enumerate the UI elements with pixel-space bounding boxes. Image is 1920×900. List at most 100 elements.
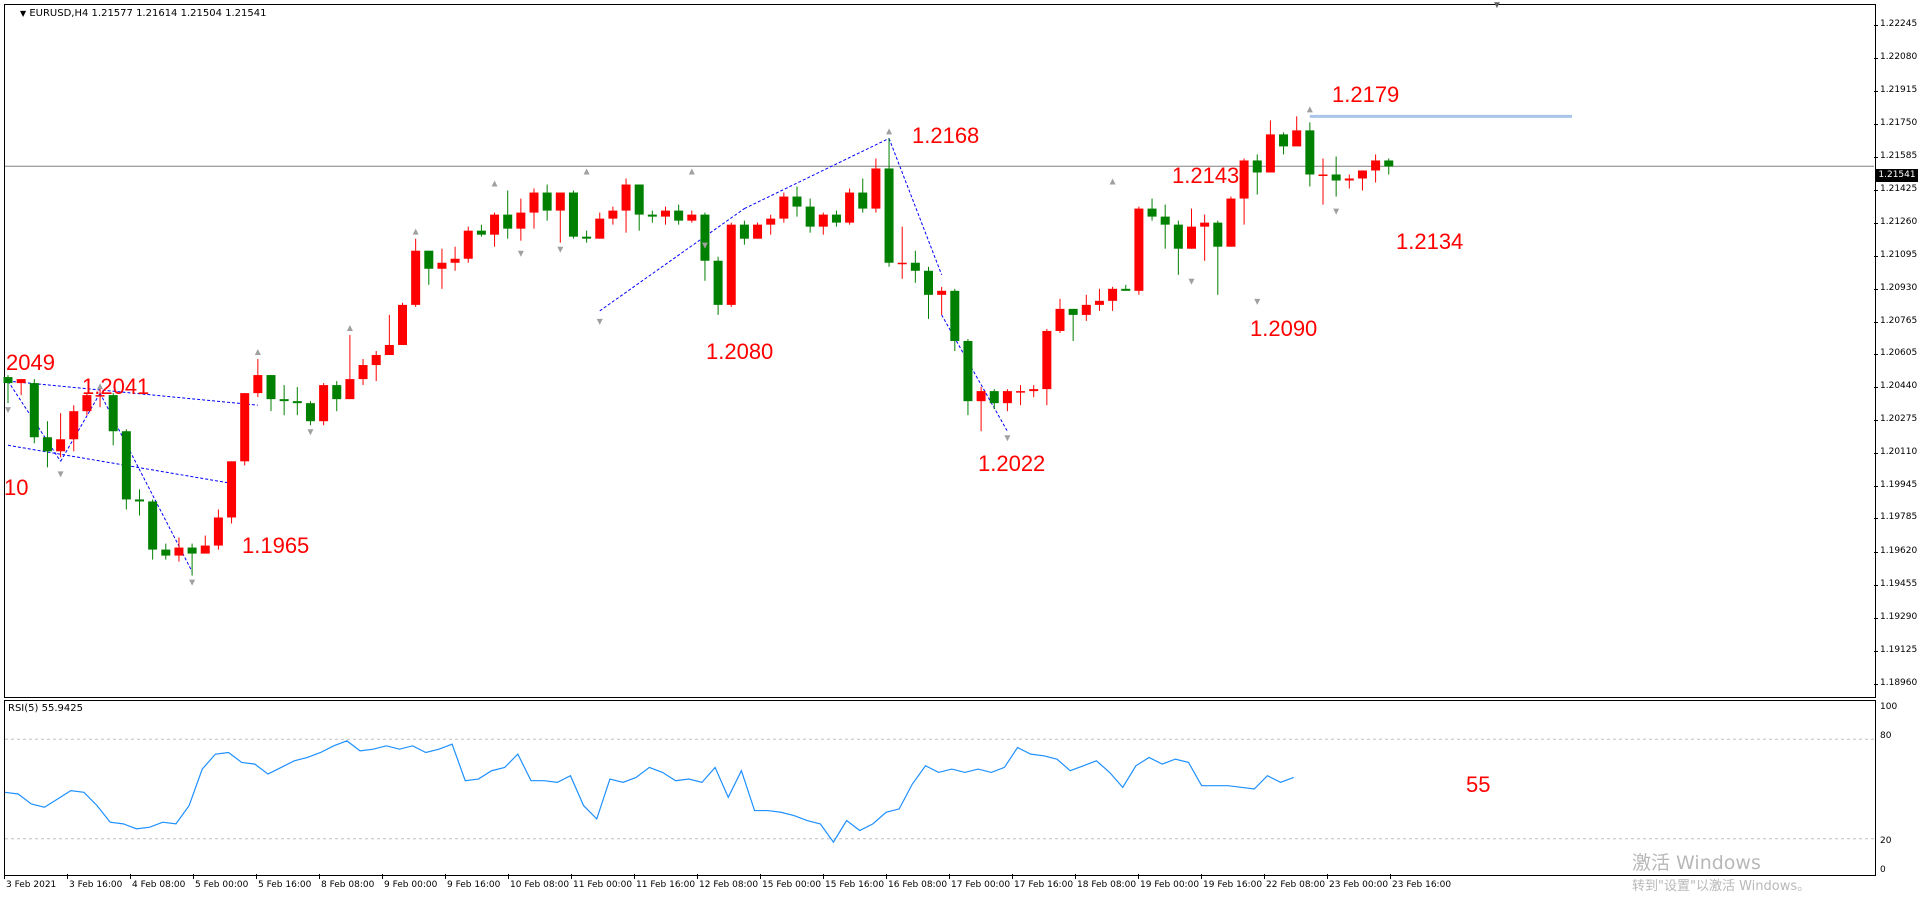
price-axis-tick: [1874, 288, 1878, 290]
candle-body: [647, 214, 657, 217]
price-axis-tick: [1874, 486, 1878, 488]
fractal-down-arrow: [1004, 435, 1011, 442]
price-axis-label: 1.21095: [1880, 249, 1918, 260]
candle-body: [1160, 216, 1170, 225]
windows-activation-title: 激活 Windows: [1632, 852, 1761, 874]
time-axis-tick: [193, 874, 194, 879]
time-axis-label: 11 Feb 00:00: [573, 880, 633, 890]
candle-body: [398, 304, 407, 345]
time-axis-label: 11 Feb 16:00: [636, 880, 696, 890]
swing-label-2168: 1.2168: [912, 123, 980, 148]
candle-body: [910, 262, 920, 271]
rsi-axis-100: 100: [1880, 702, 1898, 712]
price-axis-label: 1.20765: [1880, 315, 1918, 326]
fractal-up-arrow: [412, 228, 419, 235]
candle-body: [345, 379, 355, 400]
price-axis-tick: [1874, 453, 1878, 455]
candle-body: [858, 192, 868, 209]
rsi-axis-0: 0: [1880, 865, 1886, 875]
candle-body: [582, 236, 592, 239]
candle-body: [227, 461, 237, 518]
candle-body: [174, 547, 184, 556]
fractal-down-arrow: [1254, 298, 1261, 305]
price-axis-tick: [1874, 354, 1878, 355]
time-axis-tick: [1012, 874, 1013, 879]
candle-body: [200, 545, 210, 554]
rsi-lines: [4, 740, 1294, 844]
candle-body: [187, 547, 197, 554]
candle-body: [42, 437, 52, 452]
time-axis-tick: [508, 874, 509, 879]
candle-body: [437, 262, 447, 269]
swing-label-1965: 1.1965: [242, 533, 310, 558]
candle-body: [371, 355, 381, 366]
time-axis-label: 8 Feb 08:00: [321, 880, 375, 890]
rsi-panel[interactable]: [4, 700, 1876, 876]
fractal-down-arrow: [307, 429, 314, 436]
time-axis-tick: [1327, 874, 1328, 879]
price-axis-label: 1.19290: [1880, 611, 1918, 622]
candle-body: [792, 196, 802, 207]
candle-body: [1134, 208, 1144, 291]
candle-body: [1029, 389, 1039, 392]
candle-body: [621, 184, 631, 211]
fractal-down-arrow: [57, 471, 64, 478]
swing-label-2049: 2049: [6, 350, 55, 375]
candle-body: [384, 344, 394, 356]
time-axis-tick: [823, 874, 824, 879]
candle-body: [766, 218, 776, 225]
trendline-segment: [60, 392, 101, 462]
fractal-down-arrow: [1188, 278, 1195, 285]
candle-body: [305, 403, 315, 422]
candle-body: [1121, 288, 1131, 291]
candle-body: [463, 230, 473, 259]
time-axis-label: 17 Feb 00:00: [951, 880, 1011, 890]
fractal-down-arrow: [189, 579, 196, 586]
scroll-shift-icon[interactable]: ▼: [1492, 0, 1502, 11]
time-axis-label: 9 Feb 00:00: [384, 880, 438, 890]
price-axis-label: 1.21260: [1880, 216, 1918, 227]
candle-body: [1108, 288, 1118, 301]
price-axis-tick: [1874, 58, 1878, 60]
candle-body: [253, 375, 263, 394]
price-axis-label: 1.19785: [1880, 512, 1918, 523]
time-axis-label: 15 Feb 00:00: [762, 880, 822, 890]
trendline-segment: [7, 444, 232, 484]
candles: [3, 116, 1394, 576]
candle-body: [937, 290, 947, 295]
price-axis-tick: [1874, 321, 1878, 323]
candle-body: [279, 399, 289, 402]
candle-body: [29, 383, 39, 438]
swing-label-10: 10: [4, 475, 29, 500]
price-axis-label: 1.21750: [1880, 118, 1918, 129]
time-axis-tick: [1264, 874, 1265, 879]
price-axis-label: 1.20110: [1880, 447, 1918, 458]
candle-body: [1279, 134, 1289, 147]
price-axis-label: 1.22080: [1880, 52, 1918, 63]
candle-body: [1344, 178, 1354, 181]
candle-body: [240, 393, 250, 462]
time-axis-tick: [634, 874, 635, 879]
candle-body: [1147, 208, 1157, 217]
swing-label-2179: 1.2179: [1332, 82, 1400, 107]
price-axis-label: 1.18960: [1880, 677, 1918, 688]
candle-body: [69, 411, 79, 440]
time-axis-label: 17 Feb 16:00: [1014, 880, 1074, 890]
time-axis-label: 23 Feb 16:00: [1392, 880, 1452, 890]
time-axis-tick: [1138, 874, 1139, 879]
candle-body: [1213, 222, 1223, 247]
price-axis-tick: [1874, 25, 1878, 27]
price-axis-label: 1.21425: [1880, 183, 1918, 194]
candle-body: [661, 210, 670, 217]
candle-body: [897, 262, 907, 265]
candle-body: [713, 260, 723, 305]
price-chart-panel[interactable]: [4, 4, 1876, 698]
fractal-down-arrow: [557, 246, 564, 253]
candle-body: [450, 258, 460, 263]
triangle-down-icon[interactable]: ▼: [20, 9, 27, 18]
candle-body: [831, 214, 841, 223]
fractal-arrows: [5, 106, 1340, 586]
time-axis-label: 5 Feb 00:00: [195, 880, 249, 890]
candle-body: [687, 214, 697, 221]
candle-body: [358, 365, 368, 380]
